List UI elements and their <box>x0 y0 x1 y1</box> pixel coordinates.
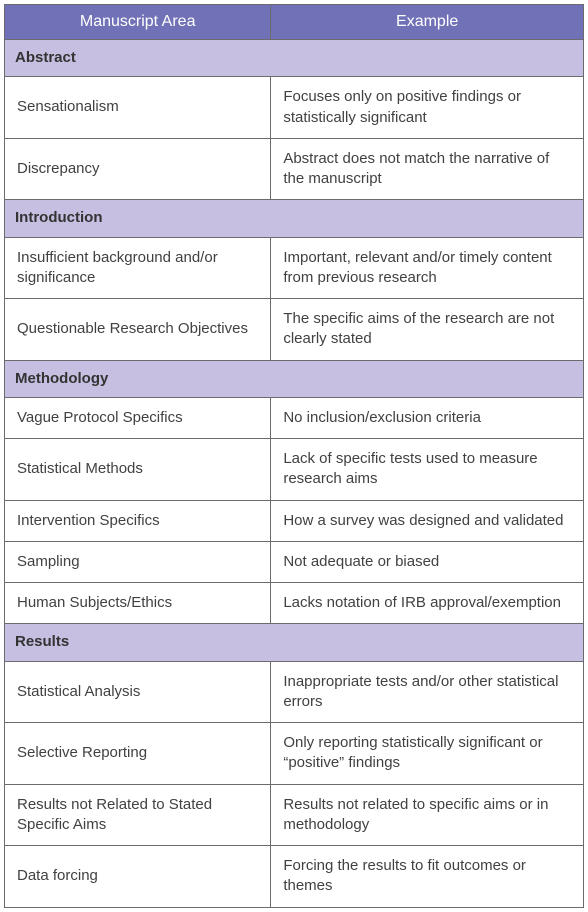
section-row: Abstract <box>5 40 584 77</box>
cell-example: Forcing the results to fit outcomes or t… <box>271 846 584 908</box>
table-header-row: Manuscript Area Example <box>5 5 584 40</box>
cell-area: Intervention Specifics <box>5 500 271 541</box>
column-header-area: Manuscript Area <box>5 5 271 40</box>
section-title: Methodology <box>5 360 584 397</box>
table-row: Insufficient background and/or significa… <box>5 237 584 299</box>
section-title: Introduction <box>5 200 584 237</box>
cell-example: How a survey was designed and validated <box>271 500 584 541</box>
cell-area: Statistical Analysis <box>5 661 271 723</box>
cell-example: The specific aims of the research are no… <box>271 299 584 361</box>
cell-area: Selective Reporting <box>5 723 271 785</box>
section-row: Introduction <box>5 200 584 237</box>
cell-example: Not adequate or biased <box>271 541 584 582</box>
cell-example: Abstract does not match the narrative of… <box>271 138 584 200</box>
section-row: Methodology <box>5 360 584 397</box>
cell-area: Vague Protocol Specifics <box>5 397 271 438</box>
cell-area: Insufficient background and/or significa… <box>5 237 271 299</box>
table-row: SensationalismFocuses only on positive f… <box>5 77 584 139</box>
table-row: Results not Related to Stated Specific A… <box>5 784 584 846</box>
table-row: Vague Protocol SpecificsNo inclusion/exc… <box>5 397 584 438</box>
table-row: Statistical MethodsLack of specific test… <box>5 439 584 501</box>
table-row: Intervention SpecificsHow a survey was d… <box>5 500 584 541</box>
table-row: Statistical AnalysisInappropriate tests … <box>5 661 584 723</box>
column-header-example: Example <box>271 5 584 40</box>
table-row: Selective ReportingOnly reporting statis… <box>5 723 584 785</box>
cell-area: Human Subjects/Ethics <box>5 583 271 624</box>
cell-example: No inclusion/exclusion criteria <box>271 397 584 438</box>
cell-area: Statistical Methods <box>5 439 271 501</box>
cell-example: Focuses only on positive findings or sta… <box>271 77 584 139</box>
cell-area: Sampling <box>5 541 271 582</box>
table-row: DiscrepancyAbstract does not match the n… <box>5 138 584 200</box>
cell-area: Sensationalism <box>5 77 271 139</box>
table-row: Human Subjects/EthicsLacks notation of I… <box>5 583 584 624</box>
section-row: Results <box>5 624 584 661</box>
manuscript-issues-table: Manuscript Area Example AbstractSensatio… <box>4 4 584 908</box>
cell-example: Lacks notation of IRB approval/exemption <box>271 583 584 624</box>
cell-area: Questionable Research Objectives <box>5 299 271 361</box>
cell-example: Lack of specific tests used to measure r… <box>271 439 584 501</box>
cell-example: Results not related to specific aims or … <box>271 784 584 846</box>
cell-example: Inappropriate tests and/or other statist… <box>271 661 584 723</box>
table-row: Data forcingForcing the results to fit o… <box>5 846 584 908</box>
cell-example: Only reporting statistically significant… <box>271 723 584 785</box>
table-row: Questionable Research ObjectivesThe spec… <box>5 299 584 361</box>
cell-example: Important, relevant and/or timely conten… <box>271 237 584 299</box>
section-title: Results <box>5 624 584 661</box>
cell-area: Data forcing <box>5 846 271 908</box>
table-body: AbstractSensationalismFocuses only on po… <box>5 40 584 908</box>
cell-area: Results not Related to Stated Specific A… <box>5 784 271 846</box>
section-title: Abstract <box>5 40 584 77</box>
table-row: SamplingNot adequate or biased <box>5 541 584 582</box>
cell-area: Discrepancy <box>5 138 271 200</box>
